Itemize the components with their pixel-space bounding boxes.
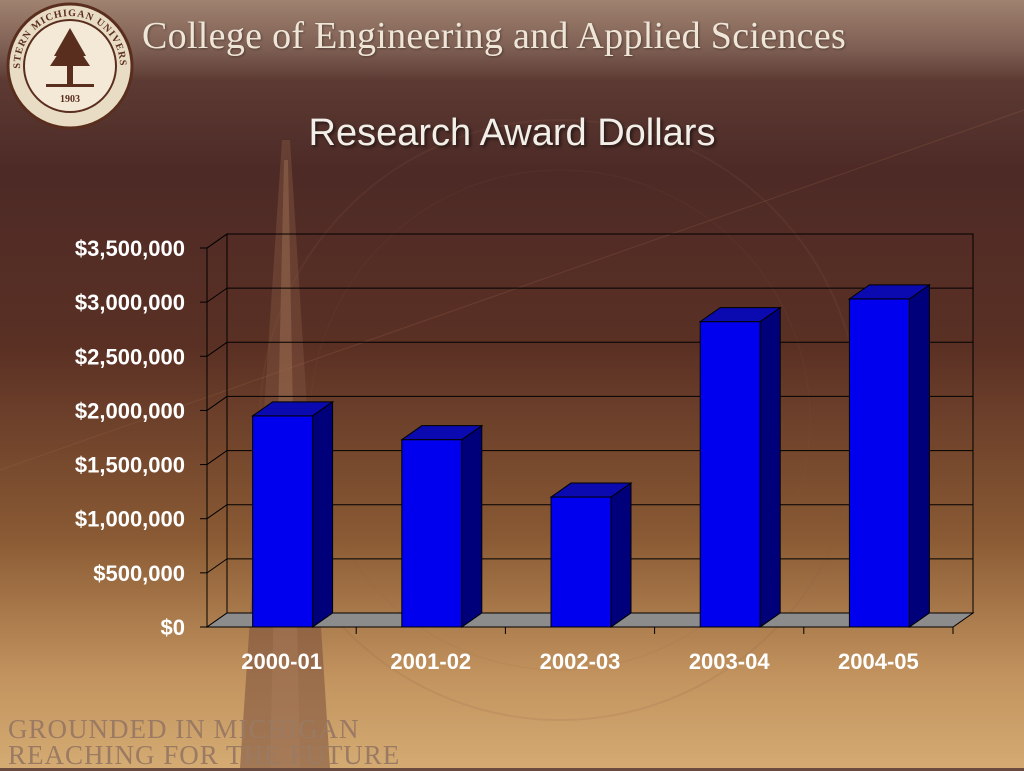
bar-2001-02	[402, 440, 462, 627]
y-tick-label: $1,500,000	[75, 453, 185, 478]
x-tick-label: 2001-02	[390, 649, 471, 674]
gridline-depth	[207, 559, 227, 573]
gridline-depth	[207, 451, 227, 465]
bar-side-2000-01	[313, 402, 333, 627]
chart-side-wall	[207, 234, 227, 627]
gridline-depth	[207, 505, 227, 519]
gridline-depth	[207, 234, 227, 248]
gridline-depth	[207, 396, 227, 410]
bar-2003-04	[700, 322, 760, 627]
bar-2002-03	[551, 497, 611, 627]
x-tick-label: 2003-04	[689, 649, 771, 674]
gridline-depth	[207, 288, 227, 302]
bar-side-2004-05	[909, 285, 929, 627]
bar-2000-01	[253, 416, 313, 627]
bar-side-2001-02	[462, 426, 482, 627]
y-tick-label: $1,000,000	[75, 507, 185, 532]
x-tick-label: 2000-01	[241, 649, 322, 674]
bar-2004-05	[849, 299, 909, 627]
bar-side-2003-04	[760, 308, 780, 627]
bar-side-2002-03	[611, 483, 631, 627]
y-tick-label: $2,000,000	[75, 398, 185, 423]
y-tick-label: $2,500,000	[75, 344, 185, 369]
gridline-depth	[207, 342, 227, 356]
y-tick-label: $3,500,000	[75, 236, 185, 261]
y-tick-label: $3,000,000	[75, 290, 185, 315]
y-tick-label: $500,000	[93, 561, 185, 586]
x-tick-label: 2002-03	[540, 649, 621, 674]
y-tick-label: $0	[161, 615, 185, 640]
x-tick-label: 2004-05	[838, 649, 919, 674]
footer-line-2: REACHING FOR THE FUTURE	[8, 740, 400, 771]
